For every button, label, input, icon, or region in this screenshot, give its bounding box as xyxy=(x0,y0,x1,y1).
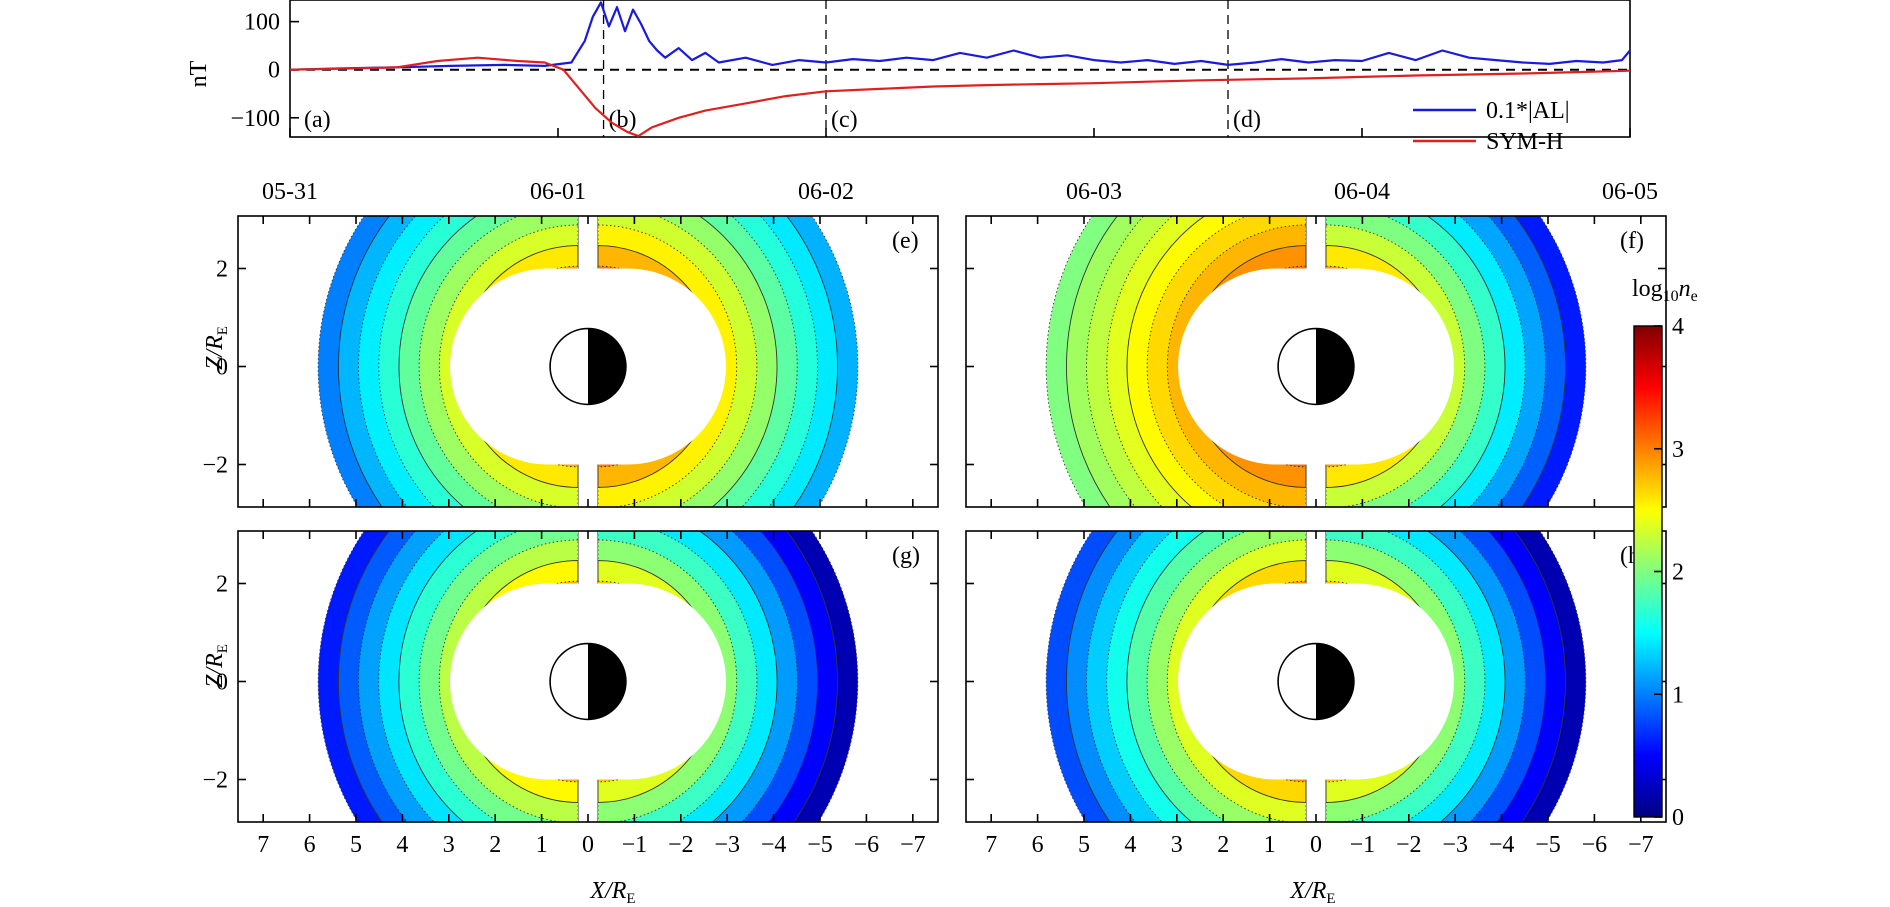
map-x-tick-label: 1 xyxy=(536,832,548,858)
map-x-tick-label: −2 xyxy=(668,832,694,858)
density-map-body-f xyxy=(1045,216,1587,507)
event-marker-label: (c) xyxy=(831,107,858,133)
timeseries-y-tick-label: 0 xyxy=(268,58,280,84)
panel-label-e: (e) xyxy=(892,228,919,254)
timeseries-x-tick-label: 06-03 xyxy=(1066,179,1122,205)
map-x-tick-label: 7 xyxy=(257,832,269,858)
colorbar: log10ne 4 3 2 1 0 xyxy=(1632,276,1698,831)
timeseries-x-ticks: 05-31 06-01 06-02 06-03 06-04 06-05 xyxy=(262,128,1658,205)
timeseries-series xyxy=(289,1,1631,138)
timeseries-y-tick-label: −100 xyxy=(230,106,280,132)
map-x-tick-label: 0 xyxy=(582,832,594,858)
map-x-tick-label: 3 xyxy=(1171,832,1183,858)
map-x-tick-label: 4 xyxy=(1124,832,1136,858)
map-x-tick-label: 2 xyxy=(1217,832,1229,858)
map-x-tick-label: −4 xyxy=(761,832,787,858)
inner-gap-nightside xyxy=(588,268,726,465)
map-x-tick-label: −6 xyxy=(854,832,880,858)
map-x-tick-label: 0 xyxy=(1310,832,1322,858)
density-map-panels: (e)20−2(f)(g)76543210−1−2−3−4−5−6−720−2(… xyxy=(202,215,1667,858)
timeseries-y-ticks: 100 0 −100 xyxy=(230,10,299,132)
earth-nightside xyxy=(1316,643,1354,720)
inner-gap-nightside xyxy=(1316,268,1454,465)
map-x-tick-label: −5 xyxy=(1535,832,1561,858)
map-y-tick-label: 2 xyxy=(216,257,228,283)
earth-nightside xyxy=(1316,328,1354,405)
timeseries-panel: nT 100 0 −100 05-31 06-01 06-02 06-03 06-04 06-… xyxy=(186,0,1658,205)
timeseries-x-tick-label: 06-02 xyxy=(798,179,854,205)
map-y-tick-label: 0 xyxy=(216,670,228,696)
map-y-tick-label: −2 xyxy=(202,453,228,479)
density-map-panel-e: (e) 2 0 −2 xyxy=(202,215,939,508)
inner-gap-dayside xyxy=(450,268,588,465)
map-x-tick-label: 6 xyxy=(304,832,316,858)
density-map-panel-f: (f) xyxy=(965,215,1667,508)
colorbar-tick-label: 2 xyxy=(1672,560,1684,586)
panel-label-g: (g) xyxy=(892,543,920,569)
map-x-tick-label: −6 xyxy=(1582,832,1608,858)
map-x-tick-label: −3 xyxy=(1442,832,1468,858)
density-map-panel-g: (g) 7 6 5 4 3 2 1 0 −1 −2 −3 −4 −5 −6 −7 2 0 −2 xyxy=(202,530,939,858)
colorbar-tick-label: 4 xyxy=(1672,314,1684,340)
map-x-tick-label: 6 xyxy=(1032,832,1044,858)
x-axis-label-right: X/RE xyxy=(1289,878,1335,907)
colorbar-tick-label: 0 xyxy=(1672,805,1684,831)
map-x-tick-label: −7 xyxy=(900,832,926,858)
earth-nightside xyxy=(588,643,626,720)
map-x-tick-label: 5 xyxy=(350,832,362,858)
series-line-0-1-al- xyxy=(289,1,1631,71)
y-axis-label-top: Z/RE xyxy=(202,326,231,370)
event-markers: (b) (c) (d) xyxy=(602,0,1261,137)
timeseries-x-tick-label: 06-01 xyxy=(530,179,586,205)
map-x-tick-label: −1 xyxy=(1350,832,1376,858)
panel-label-f: (f) xyxy=(1620,228,1644,254)
colorbar-ticks: 4 3 2 1 0 xyxy=(1654,314,1684,831)
map-x-tick-label: −2 xyxy=(1396,832,1422,858)
map-y-tick-label: 2 xyxy=(216,572,228,598)
map-x-tick-label: −5 xyxy=(807,832,833,858)
legend-label-symh: SYM-H xyxy=(1486,129,1563,155)
map-x-tick-label: 5 xyxy=(1078,832,1090,858)
colorbar-label: log10ne xyxy=(1632,276,1698,305)
timeseries-x-tick-label: 05-31 xyxy=(262,179,318,205)
map-x-tick-label: −7 xyxy=(1628,832,1654,858)
series-line-sym-h xyxy=(289,56,1631,138)
colorbar-tick-label: 3 xyxy=(1672,437,1684,463)
density-map-body-g xyxy=(317,531,859,822)
density-map-body-e xyxy=(317,216,859,507)
density-map-body-h xyxy=(1045,531,1587,822)
colorbar-tick-label: 1 xyxy=(1672,682,1684,708)
event-marker-label: (d) xyxy=(1233,107,1261,133)
y-axis-label-bottom: Z/RE xyxy=(202,644,231,688)
panel-label-a: (a) xyxy=(304,107,331,133)
legend: 0.1*|AL| SYM-H xyxy=(1413,98,1570,155)
x-axis-label-left: X/RE xyxy=(589,878,635,907)
shared-axis-labels: X/RE X/RE Z/RE Z/RE xyxy=(202,326,1336,907)
inner-gap-nightside xyxy=(1316,583,1454,780)
timeseries-y-axis-label: nT xyxy=(186,60,212,87)
map-x-tick-label: 2 xyxy=(489,832,501,858)
map-x-tick-label: 1 xyxy=(1264,832,1276,858)
timeseries-frame xyxy=(289,0,1631,138)
timeseries-x-tick-label: 06-05 xyxy=(1602,179,1658,205)
inner-gap-nightside xyxy=(588,583,726,780)
timeseries-y-tick-label: 100 xyxy=(244,10,280,36)
timeseries-x-tick-label: 06-04 xyxy=(1334,179,1390,205)
map-x-tick-label: −3 xyxy=(714,832,740,858)
inner-gap-dayside xyxy=(1178,583,1316,780)
map-y-tick-label: 0 xyxy=(216,355,228,381)
inner-gap-dayside xyxy=(449,583,588,780)
earth-nightside xyxy=(588,328,626,405)
map-x-tick-label: 7 xyxy=(985,832,997,858)
map-x-tick-label: 4 xyxy=(396,832,408,858)
map-x-tick-label: 3 xyxy=(443,832,455,858)
map-y-tick-label: −2 xyxy=(202,768,228,794)
map-x-tick-label: −4 xyxy=(1489,832,1515,858)
map-x-tick-label: −1 xyxy=(622,832,648,858)
legend-label-al: 0.1*|AL| xyxy=(1486,98,1570,124)
inner-gap-dayside xyxy=(1178,268,1316,465)
